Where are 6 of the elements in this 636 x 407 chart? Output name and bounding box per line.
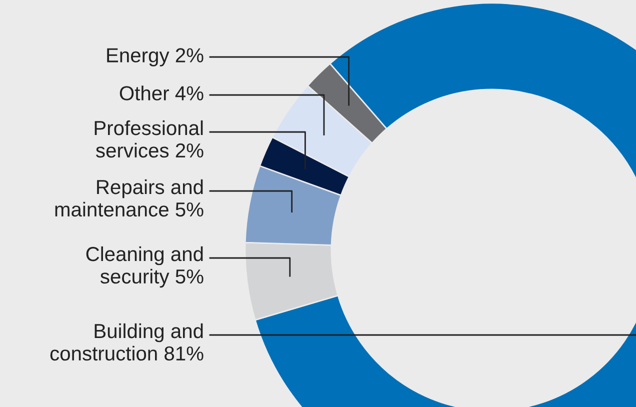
slice-label: Other 4%	[120, 86, 204, 100]
slice-label: Repairs and maintenance 5%	[55, 179, 204, 217]
slice-label: Energy 2%	[107, 48, 204, 66]
slice-label: Building and construction 81%	[50, 323, 204, 361]
slice-label: Professional services 2%	[94, 120, 204, 158]
slice-label: Cleaning and security 5%	[86, 246, 204, 288]
